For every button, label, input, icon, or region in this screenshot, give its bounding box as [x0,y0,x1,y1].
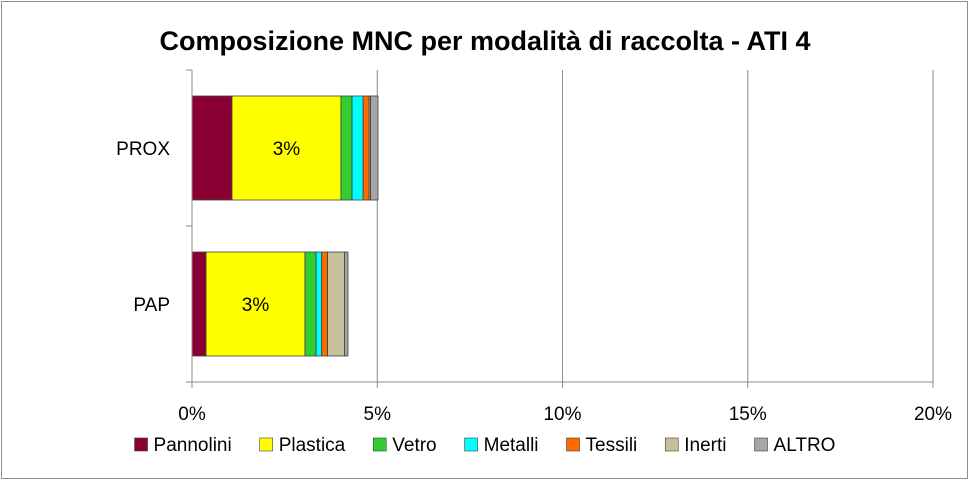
legend-label: Metalli [484,435,539,456]
legend-swatch [464,437,478,452]
legend-label: Pannolini [154,435,232,456]
x-tick-label: 10% [543,404,581,425]
bar-segment [231,95,342,201]
legend-item: Inerti [664,435,727,456]
legend-swatch [566,437,580,452]
data-label: 3% [273,139,301,160]
x-tick-label: 5% [364,404,392,425]
category-label: PAP [133,295,170,316]
legend-label: Vetro [392,435,436,456]
gridlines [376,70,934,382]
bar-segment [191,95,233,201]
bar-segment [344,251,349,357]
x-tick-labels: 0% 5% 10% 15% 20% [178,404,952,425]
legend-item: ALTRO [754,435,836,456]
bar-segment [351,95,364,201]
bar-segment [304,251,317,357]
category-label: PROX [116,139,170,160]
category-labels: PROX PAP [116,139,170,316]
legend: Pannolini Plastica Vetro Metalli Tessili Iner… [134,435,836,456]
bar-segment [362,95,370,201]
bar-segment [315,251,323,357]
legend-swatch [259,437,274,452]
x-tick-label: 15% [729,404,767,425]
data-labels: 3% 3% [242,139,301,316]
bar-segment [321,251,329,357]
legend-label: ALTRO [774,435,836,456]
bars [191,95,379,357]
axes [186,69,934,388]
bar-segment [340,95,353,201]
legend-item: Metalli [464,435,539,456]
x-tick-label: 0% [178,404,206,425]
legend-swatch [134,437,148,452]
legend-swatch [372,437,387,452]
legend-swatch [664,437,679,452]
legend-label: Plastica [279,435,346,456]
data-label: 3% [242,295,270,316]
x-tick-label: 20% [914,404,952,425]
chart-title: Composizione MNC per modalità di raccolt… [159,26,810,56]
bar-segment [327,251,346,357]
bar-segment [370,95,379,201]
bar-segment [205,251,306,357]
legend-label: Tessili [586,435,638,456]
legend-swatch [754,437,768,452]
legend-item: Tessili [566,435,638,456]
legend-label: Inerti [684,435,726,456]
legend-item: Vetro [372,435,437,456]
bar-segment [191,251,207,357]
legend-item: Plastica [259,435,346,456]
legend-item: Pannolini [134,435,232,456]
